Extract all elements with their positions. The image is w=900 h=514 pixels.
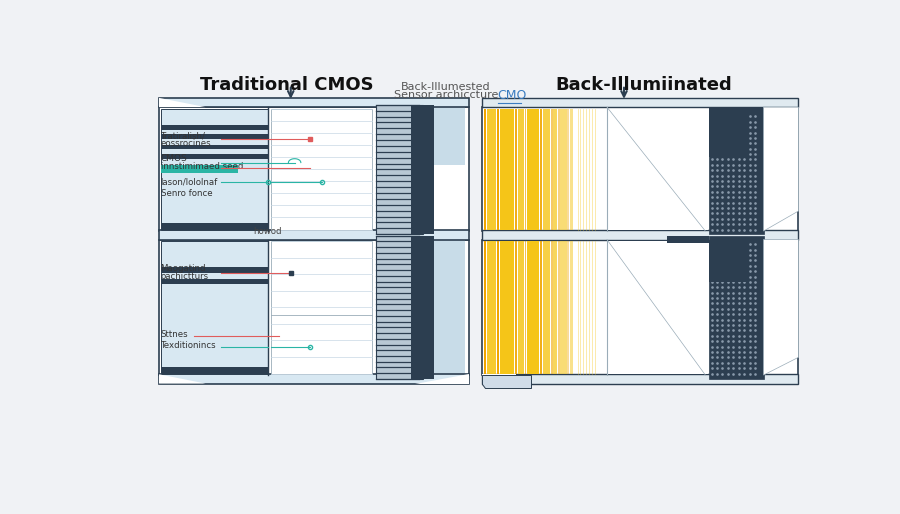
Bar (543, 108, 551, 230)
Bar (709, 236, 763, 379)
Bar (159, 107, 469, 231)
Bar (551, 241, 553, 374)
Bar (667, 236, 709, 243)
Polygon shape (415, 374, 469, 383)
Bar (487, 108, 496, 230)
Polygon shape (763, 107, 798, 231)
Bar (500, 241, 514, 374)
Bar (525, 241, 526, 374)
Bar (567, 108, 569, 230)
Bar (709, 107, 763, 234)
Bar (482, 240, 798, 375)
Bar (160, 241, 267, 374)
Text: Senro fonce: Senro fonce (160, 189, 212, 198)
Polygon shape (763, 211, 798, 231)
Bar (160, 266, 267, 272)
Bar (482, 230, 798, 240)
Bar (159, 374, 469, 383)
Bar (558, 241, 560, 374)
Polygon shape (159, 98, 205, 107)
Bar (539, 241, 542, 374)
Bar (376, 105, 422, 234)
Bar (159, 240, 469, 375)
Text: Sensor archiccture: Sensor archiccture (393, 90, 498, 100)
Bar (482, 98, 798, 107)
Bar (607, 241, 707, 374)
Bar (570, 108, 573, 230)
Text: Traditional CMOS: Traditional CMOS (200, 76, 374, 94)
Bar (160, 134, 267, 139)
Text: eossrocines: eossrocines (160, 139, 212, 148)
Text: Back-Illumiinated: Back-Illumiinated (555, 76, 732, 94)
Polygon shape (411, 107, 434, 234)
Bar (558, 108, 560, 230)
Bar (159, 230, 469, 240)
Bar (159, 98, 469, 107)
Bar (607, 108, 707, 230)
Text: howod: howod (253, 227, 282, 236)
Text: Sttnes: Sttnes (160, 330, 188, 339)
Bar (497, 108, 500, 230)
Bar (567, 241, 569, 374)
Bar (554, 108, 557, 230)
Bar (518, 241, 524, 374)
Bar (272, 241, 372, 374)
Bar (411, 105, 434, 234)
Bar (500, 108, 514, 230)
Bar (160, 279, 267, 284)
Bar (539, 108, 542, 230)
Bar (272, 108, 372, 230)
Bar (570, 241, 573, 374)
Bar (527, 108, 539, 230)
Bar (160, 165, 238, 173)
Bar (515, 241, 518, 374)
Bar (551, 108, 553, 230)
Bar (160, 145, 267, 150)
Bar (411, 236, 434, 379)
Bar (160, 154, 267, 159)
Bar (518, 108, 524, 230)
Text: CMO: CMO (498, 89, 527, 102)
Bar (160, 224, 267, 230)
Text: innstimimaed seed: innstimimaed seed (160, 162, 243, 171)
Polygon shape (482, 375, 531, 388)
Bar (482, 374, 798, 383)
Polygon shape (763, 240, 798, 375)
Polygon shape (434, 107, 465, 165)
Bar (160, 125, 267, 130)
Bar (160, 368, 267, 374)
Bar (515, 108, 518, 230)
Text: Texditionincs: Texditionincs (160, 341, 216, 351)
Text: lason/lololnaf: lason/lololnaf (160, 177, 218, 186)
Bar (376, 236, 422, 379)
Text: Tratiralish/: Tratiralish/ (160, 131, 205, 140)
Polygon shape (434, 240, 465, 379)
Bar (487, 241, 496, 374)
Polygon shape (159, 374, 205, 383)
Bar (527, 241, 539, 374)
Bar (482, 107, 798, 231)
Bar (543, 241, 551, 374)
Bar (709, 107, 748, 157)
Text: oachictturs: oachictturs (160, 272, 209, 281)
Bar (561, 241, 567, 374)
Bar (554, 241, 557, 374)
Bar (525, 108, 526, 230)
Polygon shape (763, 357, 798, 375)
Bar (160, 108, 267, 230)
Bar (709, 240, 748, 282)
Bar (483, 108, 486, 230)
Text: Back-Illumested: Back-Illumested (400, 82, 490, 91)
Polygon shape (482, 374, 516, 383)
Bar (497, 241, 500, 374)
Bar (483, 241, 486, 374)
Bar (561, 108, 567, 230)
Text: CMOS: CMOS (160, 154, 187, 163)
Text: Maogatind: Maogatind (160, 264, 206, 273)
